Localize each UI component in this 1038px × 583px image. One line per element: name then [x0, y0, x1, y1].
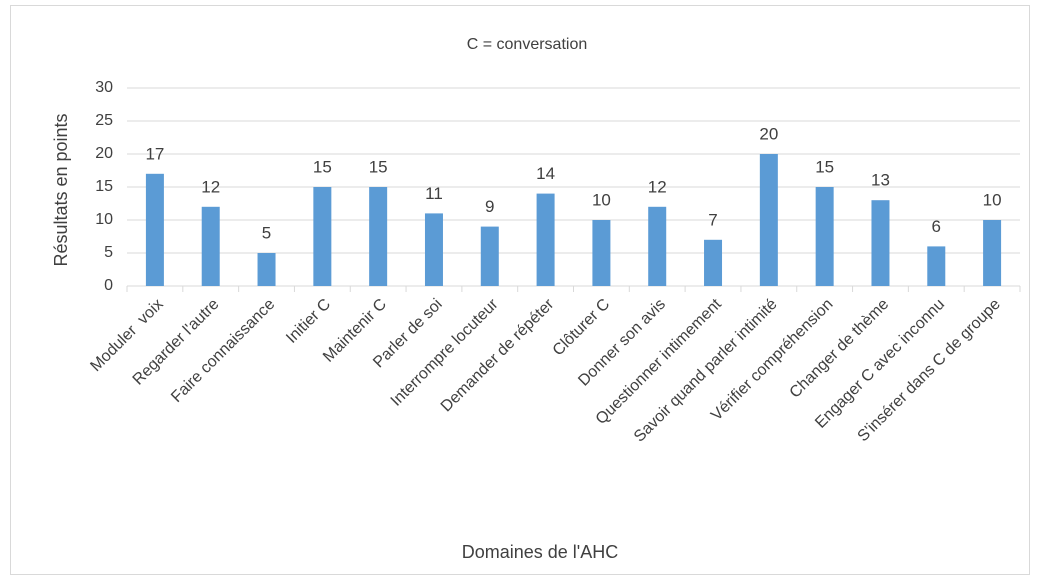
data-label: 7	[708, 210, 717, 229]
x-axis-label: Domaines de l'AHC	[462, 542, 619, 562]
bar	[369, 187, 388, 286]
y-tick-label: 0	[104, 277, 113, 294]
y-tick-label: 20	[95, 145, 113, 162]
bar	[983, 220, 1002, 286]
y-tick-label: 5	[104, 244, 113, 261]
bar	[313, 187, 332, 286]
bar	[480, 226, 499, 286]
y-axis-label: Résultats en points	[51, 113, 71, 266]
bar	[257, 253, 276, 286]
bar	[871, 200, 890, 286]
data-label: 12	[201, 177, 220, 196]
bar	[145, 173, 164, 286]
data-label: 5	[262, 223, 271, 242]
bar	[424, 213, 443, 286]
y-tick-label: 25	[95, 112, 113, 129]
bar	[648, 206, 667, 286]
y-tick-label: 15	[95, 178, 113, 195]
y-tick-label: 10	[95, 211, 113, 228]
bar	[815, 187, 834, 286]
chart-title: C = conversation	[467, 36, 588, 53]
bar	[759, 154, 778, 286]
chart-frame	[10, 5, 1030, 575]
data-label: 20	[759, 124, 778, 143]
bar	[704, 239, 723, 286]
data-label: 17	[145, 144, 164, 163]
bar	[201, 206, 220, 286]
bar	[927, 246, 946, 286]
data-label: 9	[485, 197, 494, 216]
data-label: 12	[648, 177, 667, 196]
bar	[592, 220, 611, 286]
y-tick-label: 30	[95, 79, 113, 96]
data-label: 15	[313, 157, 332, 176]
data-label: 15	[815, 157, 834, 176]
data-label: 14	[536, 164, 555, 183]
data-label: 15	[369, 157, 388, 176]
data-label: 11	[425, 184, 443, 203]
data-label: 6	[932, 217, 941, 236]
data-label: 13	[871, 171, 890, 190]
data-label: 10	[983, 190, 1002, 209]
data-label: 10	[592, 190, 611, 209]
bar	[536, 193, 555, 286]
